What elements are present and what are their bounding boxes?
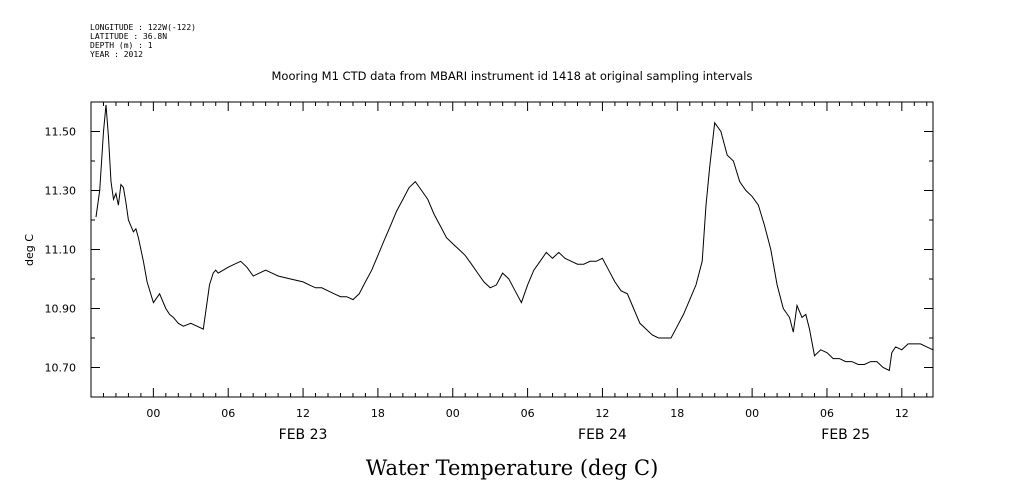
longitude-text: LONGITUDE : 122W(-122) [90,23,196,32]
y-tick-label: 11.30 [45,185,77,198]
y-axis-label: deg C [23,234,36,266]
y-tick-labels: 10.70 10.90 11.10 11.30 11.50 [45,126,77,375]
chart-title: Mooring M1 CTD data from MBARI instrumen… [272,69,753,83]
x-tick-label: 06 [820,407,834,420]
depth-text: DEPTH (m) : 1 [90,41,153,50]
x-tick-label: 18 [371,407,385,420]
x-tick-label: 00 [446,407,460,420]
x-tick-label: 00 [146,407,160,420]
x-tick-label: 12 [895,407,909,420]
latitude-text: LATITUDE : 36.8N [90,32,167,41]
y-tick-label: 10.90 [45,303,77,316]
metadata-block: LONGITUDE : 122W(-122) LATITUDE : 36.8N … [90,23,196,59]
x-tick-label: 00 [745,407,759,420]
x-axis-label: Water Temperature (deg C) [366,456,659,480]
x-tick-label: 12 [296,407,310,420]
x-tick-labels: 00 06 12 18 00 06 12 18 00 06 12 [146,407,908,420]
y-tick-label: 10.70 [45,362,77,375]
date-label: FEB 23 [279,427,328,443]
y-tick-label: 11.50 [45,126,77,139]
y-tick-label: 11.10 [45,244,77,257]
date-labels: FEB 23 FEB 24 FEB 25 [279,427,870,443]
x-tick-label: 06 [221,407,235,420]
temperature-series-line [95,104,934,372]
x-tick-label: 06 [521,407,535,420]
date-label: FEB 25 [821,427,870,443]
year-text: YEAR : 2012 [90,50,143,59]
axis-ticks [90,101,933,398]
x-tick-label: 18 [670,407,684,420]
plot-frame [90,101,934,398]
date-label: FEB 24 [578,427,627,443]
x-tick-label: 12 [595,407,609,420]
